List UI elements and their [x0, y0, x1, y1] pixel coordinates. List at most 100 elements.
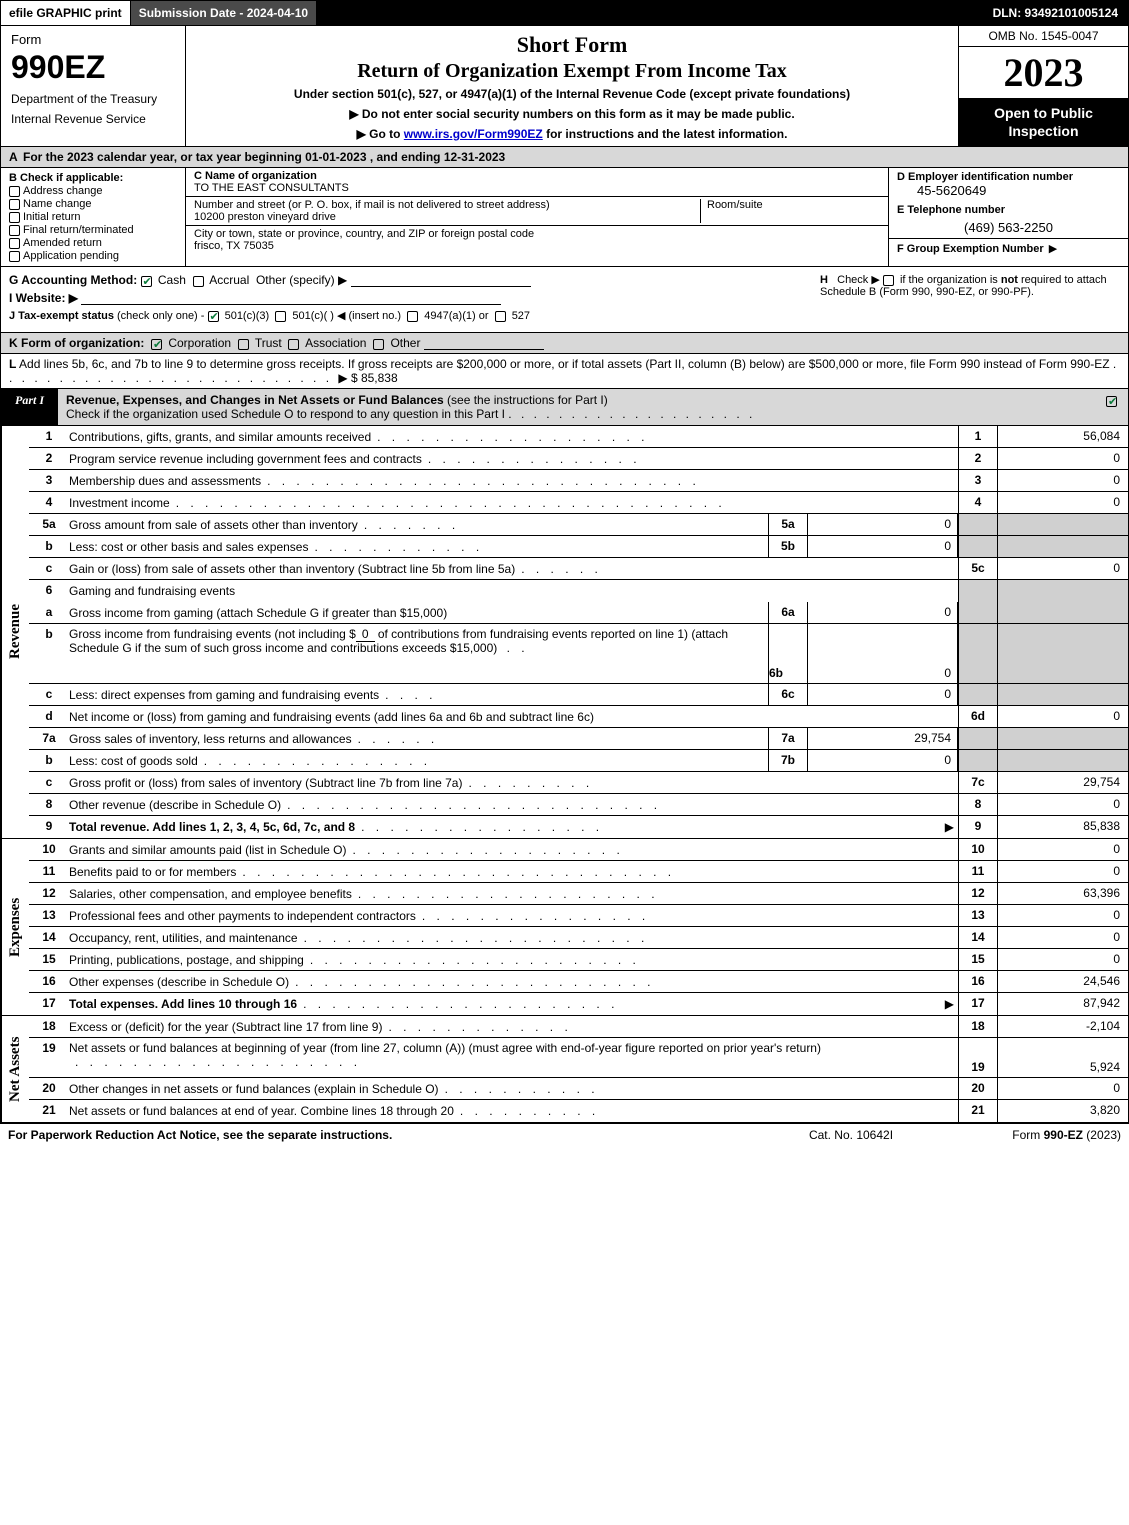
b-opt-initial[interactable]: Initial return [9, 211, 177, 223]
form-number: 990EZ [11, 49, 175, 86]
b-opt-address[interactable]: Address change [9, 185, 177, 197]
line-6d: d Net income or (loss) from gaming and f… [29, 706, 1128, 728]
irs-link[interactable]: www.irs.gov/Form990EZ [404, 127, 543, 141]
checkbox-accrual-icon[interactable] [193, 276, 204, 287]
c-city: City or town, state or province, country… [186, 226, 888, 254]
b-opt-name[interactable]: Name change [9, 198, 177, 210]
checkbox-icon[interactable] [9, 251, 20, 262]
netassets-side-label: Net Assets [1, 1016, 29, 1122]
website-input[interactable] [81, 291, 501, 305]
expenses-lines: 10 Grants and similar amounts paid (list… [29, 839, 1128, 1015]
line-5c: c Gain or (loss) from sale of assets oth… [29, 558, 1128, 580]
e-phone: E Telephone number (469) 563-2250 [889, 201, 1128, 239]
j-line: J Tax-exempt status (check only one) - 5… [9, 309, 1120, 322]
line-7a: 7a Gross sales of inventory, less return… [29, 728, 1128, 750]
c-street: Number and street (or P. O. box, if mail… [186, 197, 888, 226]
g-label: G Accounting Method: [9, 273, 137, 287]
org-name: TO THE EAST CONSULTANTS [194, 182, 349, 194]
open-to-public: Open to Public Inspection [959, 98, 1128, 146]
checkbox-cash-icon[interactable] [141, 276, 152, 287]
f-group: F Group Exemption Number ▶ [889, 239, 1128, 258]
line-3: 3 Membership dues and assessments. . . .… [29, 470, 1128, 492]
line-10: 10 Grants and similar amounts paid (list… [29, 839, 1128, 861]
k-other: Other [390, 336, 420, 350]
k-trust: Trust [255, 336, 282, 350]
line-5a: 5a Gross amount from sale of assets othe… [29, 514, 1128, 536]
b-opt-pending[interactable]: Application pending [9, 250, 177, 262]
b-opt-amended[interactable]: Amended return [9, 237, 177, 249]
section-a: A For the 2023 calendar year, or tax yea… [0, 147, 1129, 168]
j-sub: (check only one) - [117, 310, 204, 322]
line-16: 16 Other expenses (describe in Schedule … [29, 971, 1128, 993]
dept-irs: Internal Revenue Service [11, 112, 175, 126]
k-assoc: Association [305, 336, 366, 350]
checkbox-assoc-icon[interactable] [288, 339, 299, 350]
efile-print-label[interactable]: efile GRAPHIC print [1, 1, 131, 25]
checkbox-trust-icon[interactable] [238, 339, 249, 350]
h-box: H Check ▶ if the organization is not req… [820, 273, 1120, 298]
checkbox-icon[interactable] [9, 212, 20, 223]
line-15: 15 Printing, publications, postage, and … [29, 949, 1128, 971]
6b-contrib-value: 0 [356, 627, 375, 642]
line-17: 17 Total expenses. Add lines 10 through … [29, 993, 1128, 1015]
j-label: J Tax-exempt status [9, 310, 114, 322]
checkbox-icon[interactable] [9, 199, 20, 210]
checkbox-icon[interactable] [9, 238, 20, 249]
part-i-title-text: Revenue, Expenses, and Changes in Net As… [66, 393, 444, 407]
f-group-label: F Group Exemption Number [897, 243, 1044, 255]
checkbox-527-icon[interactable] [495, 311, 506, 322]
footer-catno: Cat. No. 10642I [761, 1128, 941, 1142]
k-line: K Form of organization: Corporation Trus… [0, 333, 1129, 354]
form-header: Form 990EZ Department of the Treasury In… [0, 26, 1129, 147]
b-head: B Check if applicable: [9, 172, 177, 184]
k-other-input[interactable] [424, 336, 544, 350]
header-right: OMB No. 1545-0047 2023 Open to Public In… [958, 26, 1128, 146]
checkbox-501c-icon[interactable] [275, 311, 286, 322]
g-other-input[interactable] [351, 273, 531, 287]
checkbox-parti-icon[interactable] [1106, 396, 1117, 407]
part-i-sub: (see the instructions for Part I) [444, 393, 608, 407]
arrow-icon: ▶ [945, 820, 954, 834]
dept-treasury: Department of the Treasury [11, 92, 175, 106]
d-ein-label: D Employer identification number [897, 171, 1120, 183]
k-corp: Corporation [168, 336, 231, 350]
checkbox-icon[interactable] [9, 186, 20, 197]
checkbox-h-icon[interactable] [883, 275, 894, 286]
org-street: 10200 preston vineyard drive [194, 211, 700, 223]
room-suite-label: Room/suite [700, 199, 880, 223]
checkbox-icon[interactable] [9, 225, 20, 236]
dots: . . . . . . . . . . . . . . . . . . . . [508, 407, 755, 421]
dln-label: DLN: 93492101005124 [985, 1, 1128, 25]
line-2: 2 Program service revenue including gove… [29, 448, 1128, 470]
h-not: not [1001, 274, 1018, 286]
line-6b: b Gross income from fundraising events (… [29, 624, 1128, 684]
arrow-icon: ▶ [945, 997, 954, 1011]
line-9: 9 Total revenue. Add lines 1, 2, 3, 4, 5… [29, 816, 1128, 838]
e-phone-label: E Telephone number [897, 204, 1120, 216]
i-label: I Website: ▶ [9, 291, 78, 305]
section-a-text: For the 2023 calendar year, or tax year … [23, 150, 505, 164]
d-ein: D Employer identification number 45-5620… [889, 168, 1128, 201]
checkbox-corp-icon[interactable] [151, 339, 162, 350]
org-city: frisco, TX 75035 [194, 240, 274, 252]
part-i-title: Revenue, Expenses, and Changes in Net As… [58, 389, 1098, 425]
line-5b: b Less: cost or other basis and sales ex… [29, 536, 1128, 558]
checkbox-501c3-icon[interactable] [208, 311, 219, 322]
line-8: 8 Other revenue (describe in Schedule O)… [29, 794, 1128, 816]
topbar-spacer [317, 1, 984, 25]
part-i-tab: Part I [1, 389, 58, 425]
checkbox-4947-icon[interactable] [407, 311, 418, 322]
checkbox-other-icon[interactable] [373, 339, 384, 350]
omb-number: OMB No. 1545-0047 [959, 26, 1128, 47]
c-street-label: Number and street (or P. O. box, if mail… [194, 199, 700, 211]
phone-value: (469) 563-2250 [897, 216, 1120, 235]
arrow-icon: ▶ [1049, 242, 1057, 255]
section-c: C Name of organization TO THE EAST CONSU… [186, 168, 888, 266]
header-left: Form 990EZ Department of the Treasury In… [1, 26, 186, 146]
instr-goto-pre: ▶ Go to [357, 127, 404, 141]
line-7b: b Less: cost of goods sold. . . . . . . … [29, 750, 1128, 772]
j-527: 527 [512, 310, 530, 322]
line-4: 4 Investment income. . . . . . . . . . .… [29, 492, 1128, 514]
b-opt-final[interactable]: Final return/terminated [9, 224, 177, 236]
footer-formref: Form 990-EZ (2023) [941, 1128, 1121, 1142]
